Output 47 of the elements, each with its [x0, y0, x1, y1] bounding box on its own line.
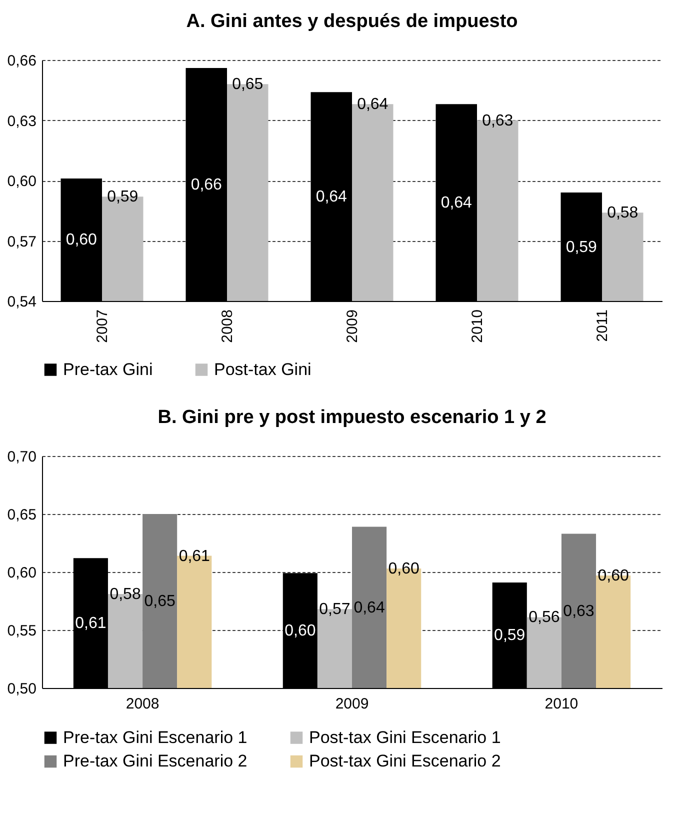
y-tick-label: 0,66	[7, 52, 36, 70]
data-label: 0,64	[316, 188, 348, 206]
data-label: 0,56	[528, 609, 560, 626]
y-tick-label: 0,54	[7, 294, 36, 310]
y-tick-label: 0,63	[7, 112, 36, 130]
x-tick-label: 2007	[94, 310, 111, 343]
data-label: 0,60	[284, 622, 316, 640]
data-label: 0,58	[607, 204, 638, 222]
y-tick-label: 0,70	[7, 448, 36, 466]
chart-title: B. Gini pre y post impuesto escenario 1 y 2	[158, 407, 546, 428]
x-tick-label: 2009	[335, 696, 369, 712]
data-label: 0,66	[190, 176, 222, 194]
x-tick-label: 2008	[219, 310, 236, 343]
data-label: 0,63	[482, 112, 514, 130]
legend-label: Pre-tax Gini	[63, 360, 153, 379]
x-tick-label: 2010	[544, 696, 578, 712]
y-tick-label: 0,57	[7, 233, 36, 250]
data-label: 0,57	[319, 601, 350, 618]
data-label: 0,59	[566, 238, 598, 256]
legend-label: Post-tax Gini Escenario 2	[309, 752, 501, 770]
data-label: 0,59	[494, 627, 526, 644]
y-tick-label: 0,60	[7, 564, 36, 582]
data-label: 0,58	[110, 586, 141, 604]
x-tick-label: 2011	[594, 310, 611, 342]
data-label: 0,60	[388, 560, 420, 578]
x-tick-label: 2010	[469, 310, 486, 343]
legend-label: Pre-tax Gini Escenario 1	[63, 728, 248, 747]
data-label: 0,63	[563, 602, 594, 620]
data-label: 0,65	[144, 593, 176, 610]
y-tick-label: 0,50	[7, 680, 36, 698]
data-label: 0,64	[357, 96, 388, 114]
y-tick-label: 0,55	[7, 622, 36, 640]
data-label: 0,59	[107, 188, 138, 206]
legend-label: Pre-tax Gini Escenario 2	[63, 752, 248, 770]
data-label: 0,61	[75, 615, 106, 632]
data-label: 0,64	[354, 599, 385, 616]
chart-title: A. Gini antes y después de impuesto	[186, 11, 518, 32]
x-tick-label: 2009	[344, 310, 361, 343]
data-label: 0,64	[440, 194, 472, 212]
data-label: 0,65	[232, 76, 264, 94]
data-label: 0,61	[178, 548, 210, 565]
y-tick-label: 0,60	[7, 173, 36, 190]
legend-label: Post-tax Gini	[214, 360, 312, 379]
legend-label: Post-tax Gini Escenario 1	[309, 728, 501, 747]
y-tick-label: 0,65	[7, 506, 36, 524]
x-tick-label: 2008	[126, 696, 160, 712]
data-label: 0,60	[66, 232, 98, 249]
